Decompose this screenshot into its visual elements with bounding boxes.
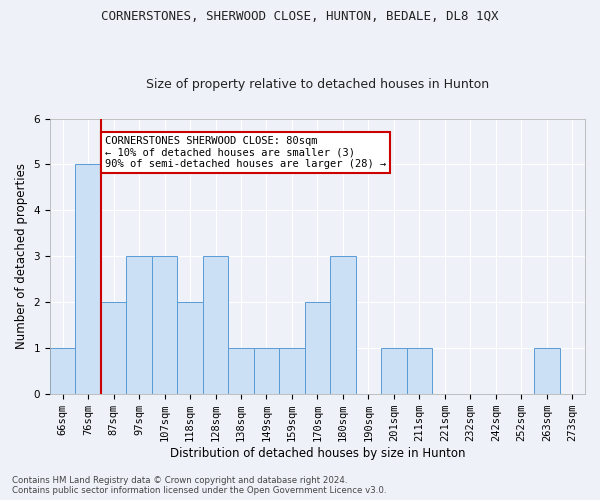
Text: CORNERSTONES, SHERWOOD CLOSE, HUNTON, BEDALE, DL8 1QX: CORNERSTONES, SHERWOOD CLOSE, HUNTON, BE… [101,10,499,23]
Bar [407,348,432,394]
Text: Contains HM Land Registry data © Crown copyright and database right 2024.
Contai: Contains HM Land Registry data © Crown c… [12,476,386,495]
Title: Size of property relative to detached houses in Hunton: Size of property relative to detached ho… [146,78,489,91]
Bar [330,256,356,394]
Bar [305,302,330,394]
Bar [381,348,407,394]
Bar [152,256,178,394]
Bar [534,348,560,394]
Bar [50,348,76,394]
Bar [76,164,101,394]
Bar [203,256,228,394]
Bar [254,348,279,394]
Text: CORNERSTONES SHERWOOD CLOSE: 80sqm
← 10% of detached houses are smaller (3)
90% : CORNERSTONES SHERWOOD CLOSE: 80sqm ← 10%… [104,136,386,169]
Bar [101,302,127,394]
Bar [279,348,305,394]
Y-axis label: Number of detached properties: Number of detached properties [15,164,28,350]
X-axis label: Distribution of detached houses by size in Hunton: Distribution of detached houses by size … [170,447,465,460]
Bar [127,256,152,394]
Bar [228,348,254,394]
Bar [178,302,203,394]
